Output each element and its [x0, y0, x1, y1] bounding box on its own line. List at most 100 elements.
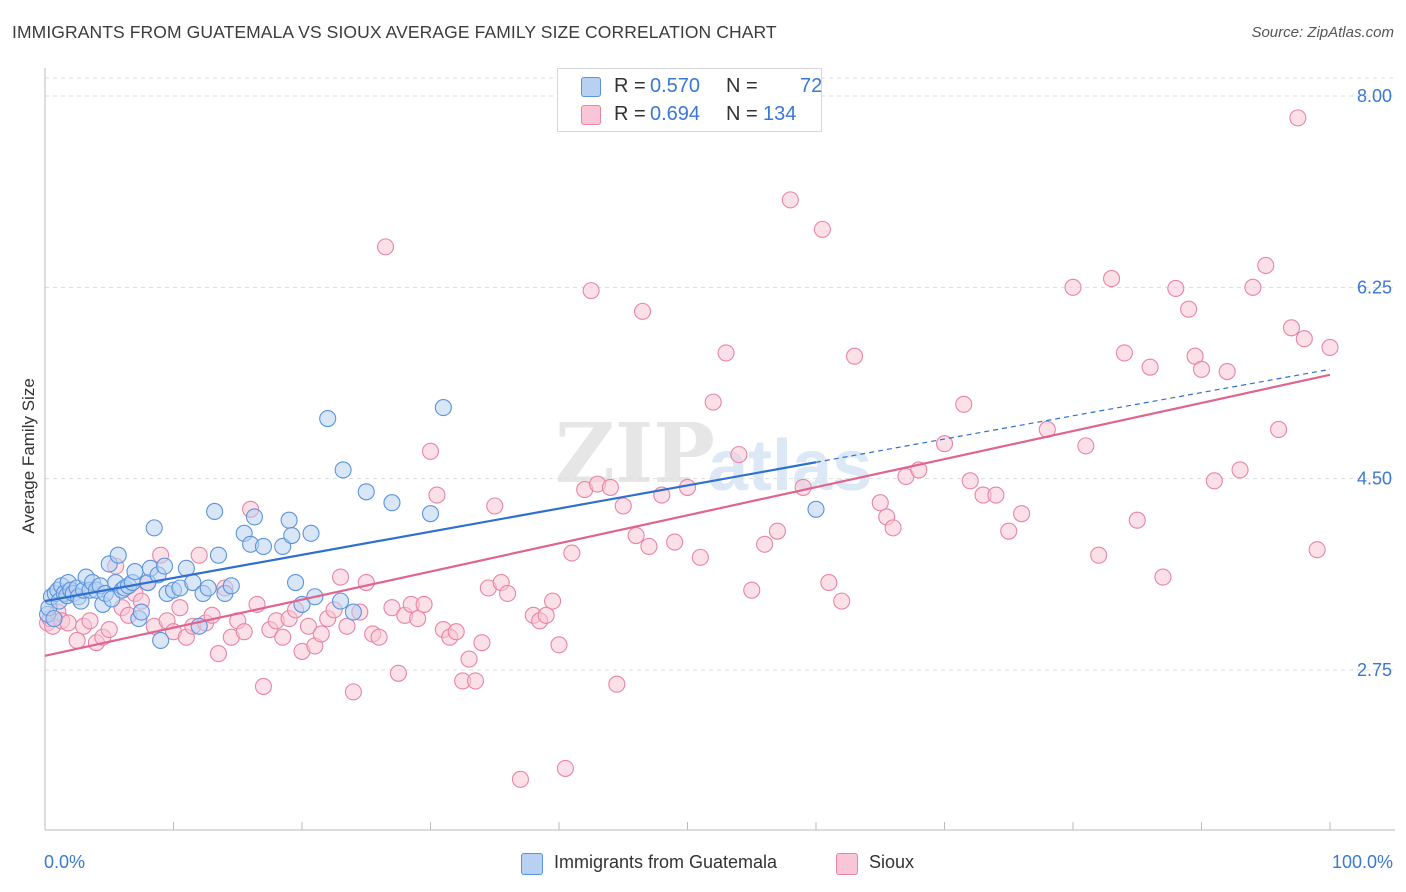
sioux-point — [1128, 511, 1146, 529]
legend-r-value: 0.570 — [650, 75, 701, 97]
sioux-point — [1077, 437, 1095, 455]
sioux-point — [68, 631, 86, 650]
grid-lines — [45, 77, 1395, 671]
sioux-point — [331, 568, 350, 586]
guatemala-point — [421, 505, 440, 523]
sioux-point — [1321, 338, 1339, 357]
sioux-point — [730, 446, 748, 464]
sioux-point — [409, 610, 427, 628]
guatemala-point — [206, 502, 224, 521]
guatemala-point — [145, 519, 163, 537]
sioux-point — [383, 599, 401, 617]
sioux-point — [1013, 505, 1031, 523]
guatemala-trend-extension — [815, 368, 1331, 463]
legend-n-value: 134 — [763, 103, 797, 125]
guatemala-point — [132, 603, 150, 621]
sioux-point — [1090, 546, 1108, 564]
sioux-point — [743, 581, 761, 599]
x-tick-label-max: 100.0% — [1332, 852, 1393, 872]
sioux-point — [1205, 472, 1223, 490]
sioux-point — [209, 645, 228, 663]
guatemala-point — [287, 573, 305, 592]
sioux-point — [1115, 344, 1133, 362]
sioux-point — [717, 344, 735, 362]
guatemala-point — [331, 592, 350, 610]
y-axis-label: Average Family Size — [19, 378, 38, 534]
axes — [44, 68, 1395, 831]
y-tick-label: 8.00 — [1357, 86, 1392, 106]
sioux-point — [544, 592, 562, 610]
sioux-point — [1244, 278, 1262, 296]
legend-r-label: R = — [614, 75, 646, 97]
sioux-point — [1295, 330, 1313, 348]
sioux-point — [100, 620, 118, 639]
trend-lines — [44, 368, 1331, 657]
sioux-point — [415, 595, 433, 613]
guatemala-point — [434, 399, 452, 417]
sioux-point — [614, 497, 632, 515]
sioux-point — [299, 617, 317, 635]
guatemala-point — [344, 603, 362, 621]
sioux-point — [627, 526, 645, 545]
sioux-point — [955, 395, 973, 413]
sioux-point — [1257, 256, 1275, 275]
sioux-point — [961, 472, 979, 490]
sioux-point — [1167, 279, 1185, 297]
sioux-point — [871, 494, 889, 512]
legend-swatch-sioux — [836, 853, 858, 875]
sioux-point — [1218, 362, 1236, 381]
guatemala-point — [222, 577, 240, 595]
sioux-point — [608, 675, 626, 693]
sioux-point — [1000, 522, 1018, 540]
sioux-point — [1103, 270, 1121, 288]
sioux-point — [1282, 319, 1300, 337]
sioux-point — [499, 584, 517, 603]
sioux-point — [428, 486, 446, 504]
sioux-point — [171, 599, 189, 617]
sioux-point — [563, 544, 581, 562]
sioux-point — [1231, 461, 1249, 479]
guatemala-point — [152, 631, 170, 650]
sioux-point — [756, 535, 774, 553]
legend-row-guatemala: R = 0.570 N = 72 — [558, 72, 822, 100]
sioux-point — [633, 302, 652, 320]
guatemala-point — [245, 508, 264, 526]
sioux-point — [1270, 420, 1288, 439]
sioux-point — [274, 628, 292, 646]
guatemala-point — [109, 546, 127, 564]
x-tick-label-min: 0.0% — [44, 852, 85, 872]
sioux-point — [813, 220, 831, 238]
sioux-point — [357, 573, 375, 592]
source-label: Source: ZipAtlas.com — [1251, 24, 1394, 41]
stats-legend: R = 0.570 N = 72 R = 0.694 N = 134 — [557, 68, 822, 132]
guatemala-point — [357, 483, 375, 501]
sioux-point — [666, 533, 684, 551]
sioux-point — [556, 759, 574, 777]
sioux-point — [794, 478, 812, 496]
sioux-point — [447, 623, 465, 641]
guatemala-point — [126, 563, 144, 581]
sioux-point — [370, 628, 388, 646]
sioux-point — [781, 191, 799, 209]
sioux-point — [235, 623, 253, 641]
sioux-point — [640, 537, 658, 556]
sioux-point — [550, 636, 568, 654]
y-tick-label: 4.50 — [1357, 469, 1392, 489]
sioux-point — [987, 486, 1005, 504]
sioux-point — [768, 522, 787, 540]
guatemala-point — [334, 461, 352, 479]
sioux-point — [81, 612, 99, 630]
sioux-point — [537, 606, 555, 624]
y-tick-label: 2.75 — [1357, 660, 1392, 680]
legend-label-sioux: Sioux — [869, 852, 915, 872]
sioux-point — [389, 664, 407, 682]
sioux-point — [376, 238, 395, 256]
sioux-point — [1308, 541, 1326, 559]
sioux-point — [833, 592, 851, 610]
sioux-point — [344, 683, 362, 701]
guatemala-point — [807, 500, 825, 518]
legend-label-guatemala: Immigrants from Guatemala — [554, 852, 778, 872]
sioux-point — [254, 677, 273, 695]
axis-labels: 2.75 4.50 6.25 8.00 0.0% 100.0% Average Family… — [19, 86, 1393, 872]
